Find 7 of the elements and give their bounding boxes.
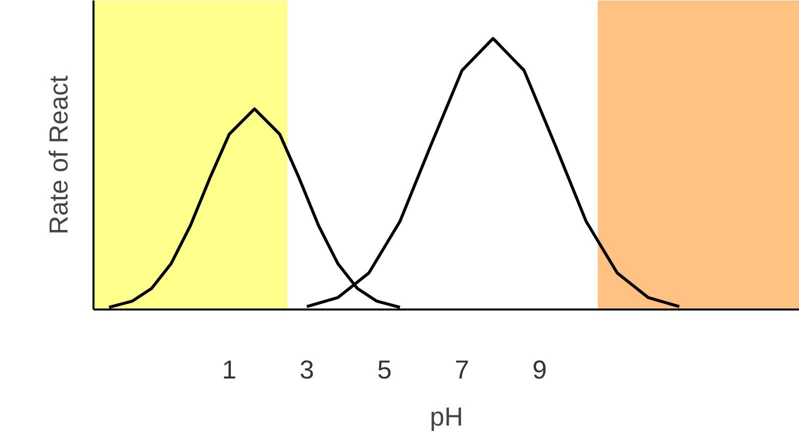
x-tick-label: 9	[532, 354, 547, 384]
x-tick-label: 1	[222, 354, 237, 384]
x-tick-label: 7	[454, 354, 470, 384]
x-tick-label: 5	[377, 354, 392, 384]
x-axis-title: pH	[430, 402, 464, 432]
y-axis-title: Rate of React	[44, 74, 74, 234]
x-tick-label: 3	[300, 354, 314, 384]
